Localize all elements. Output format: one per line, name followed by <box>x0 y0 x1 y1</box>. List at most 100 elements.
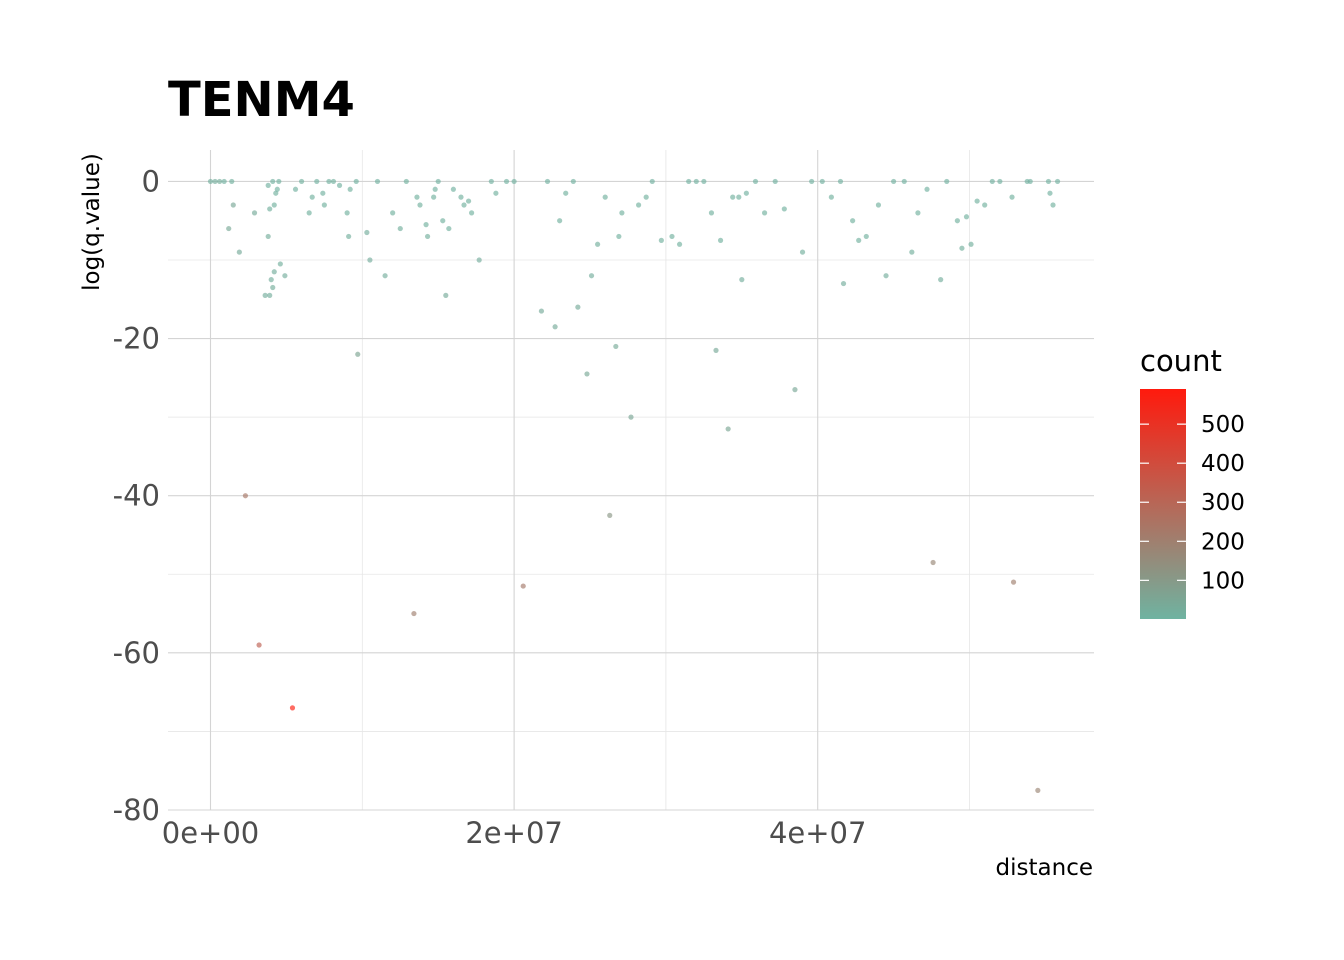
data-point <box>799 249 806 255</box>
data-point <box>676 241 683 247</box>
data-point <box>461 202 467 208</box>
data-point <box>901 178 907 185</box>
data-point <box>792 387 798 393</box>
data-point <box>891 178 897 185</box>
data-point <box>1047 190 1053 196</box>
data-point <box>628 414 634 420</box>
data-point <box>443 292 449 298</box>
data-point <box>819 178 825 185</box>
data-point <box>326 178 332 185</box>
data-point <box>262 292 268 298</box>
data-point <box>701 178 707 185</box>
legend: count 100 200 300 400 500 <box>1140 344 1245 619</box>
x-tick-label: 0e+00 <box>162 816 260 850</box>
data-point <box>347 186 353 192</box>
y-tick-label: -20 <box>113 322 160 356</box>
data-point <box>411 610 417 617</box>
data-point <box>989 178 995 185</box>
data-point <box>837 178 844 185</box>
data-point <box>432 186 438 192</box>
data-point <box>289 705 296 711</box>
legend-tick-label: 400 <box>1201 451 1245 477</box>
data-point <box>282 273 288 279</box>
data-point <box>309 194 315 200</box>
data-point <box>856 237 862 243</box>
data-point <box>909 249 915 255</box>
data-point <box>226 225 232 232</box>
data-point <box>982 202 988 208</box>
y-tick-label: 0 <box>142 164 160 198</box>
data-point <box>336 182 343 188</box>
data-point <box>212 178 218 185</box>
legend-tick-label: 100 <box>1201 568 1245 594</box>
data-point <box>353 178 359 185</box>
data-point <box>271 202 277 208</box>
data-point <box>538 308 545 314</box>
data-point <box>669 233 675 240</box>
data-point <box>713 347 719 353</box>
data-point <box>840 280 847 287</box>
data-point <box>563 190 569 196</box>
data-point <box>588 273 595 279</box>
y-tick-label: -60 <box>113 636 160 670</box>
data-point <box>997 178 1003 185</box>
data-point <box>221 178 227 185</box>
data-point <box>875 202 882 208</box>
data-point <box>355 351 361 357</box>
data-point <box>616 233 622 240</box>
legend-ticks: 100 200 300 400 500 <box>1140 412 1245 594</box>
data-point <box>488 178 494 185</box>
y-tick-label: -40 <box>113 479 160 513</box>
data-point <box>828 194 834 200</box>
data-point <box>450 186 456 192</box>
x-tick-label: 4e+07 <box>769 816 867 850</box>
data-point <box>458 194 464 200</box>
data-point <box>273 190 279 196</box>
data-point <box>344 210 350 216</box>
grid-lines <box>168 150 1094 811</box>
data-point <box>717 237 724 243</box>
legend-tick-label: 200 <box>1201 529 1245 555</box>
y-tick-label: -80 <box>113 793 160 827</box>
data-point <box>476 257 482 263</box>
legend-title: count <box>1140 344 1222 378</box>
data-point <box>883 273 889 279</box>
data-point <box>974 198 980 204</box>
data-point <box>321 202 327 208</box>
data-point <box>374 178 381 185</box>
data-point <box>268 277 274 283</box>
x-axis-label: distance <box>996 855 1093 881</box>
data-point <box>364 229 370 236</box>
data-point <box>963 214 970 220</box>
data-point <box>544 178 551 185</box>
legend-colorbar <box>1140 389 1186 619</box>
data-point <box>265 233 271 240</box>
x-tick-label: 2e+07 <box>465 816 563 850</box>
chart-title: TENM4 <box>168 72 355 128</box>
data-point <box>270 284 276 291</box>
data-point <box>423 222 429 228</box>
data-point <box>390 210 396 216</box>
data-point <box>242 493 249 499</box>
data-point <box>217 178 223 185</box>
data-point <box>736 194 742 200</box>
data-point <box>314 178 320 185</box>
data-point <box>465 198 472 204</box>
data-point <box>1010 579 1017 585</box>
data-point <box>595 241 601 247</box>
data-point <box>274 186 280 192</box>
data-point <box>440 218 446 224</box>
data-point <box>602 194 608 200</box>
data-point <box>446 225 452 232</box>
data-point <box>267 206 273 212</box>
data-point <box>251 210 258 216</box>
legend-tick-label: 300 <box>1201 490 1245 516</box>
data-point <box>431 194 437 200</box>
data-point <box>270 178 276 185</box>
data-point <box>658 237 664 243</box>
data-point <box>414 194 420 200</box>
data-point <box>619 210 625 216</box>
data-point <box>643 194 649 200</box>
data-point <box>230 202 236 208</box>
data-point <box>557 218 563 224</box>
